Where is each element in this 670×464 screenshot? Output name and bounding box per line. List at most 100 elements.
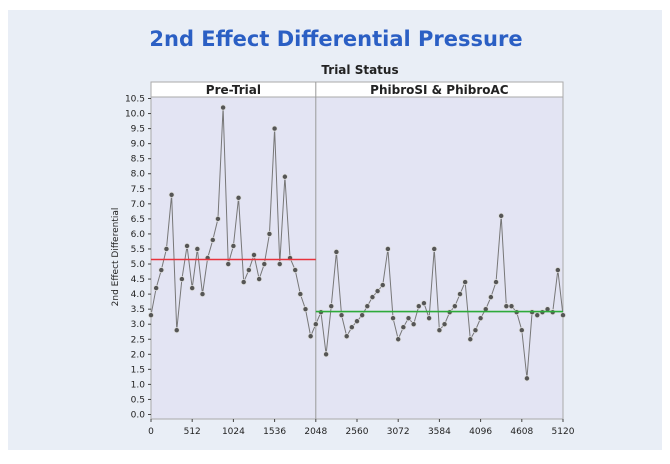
data-point <box>518 327 525 334</box>
group-header <box>150 81 564 98</box>
data-point <box>199 291 206 298</box>
x-tick-label: 0 <box>148 427 154 437</box>
data-point <box>245 267 252 274</box>
data-point <box>302 306 309 313</box>
data-point <box>214 215 221 222</box>
data-point <box>240 279 247 286</box>
data-point <box>390 315 397 322</box>
x-tick-label: 1024 <box>222 427 245 437</box>
data-point <box>230 242 237 249</box>
data-point <box>323 351 330 358</box>
data-point <box>462 279 469 286</box>
y-tick-label: 8.5 <box>131 155 145 165</box>
y-tick-label: 6.0 <box>131 230 146 240</box>
data-point <box>369 294 376 301</box>
data-point <box>235 194 242 201</box>
data-point <box>328 303 335 310</box>
data-point <box>153 285 160 292</box>
data-point <box>256 276 263 283</box>
data-point <box>184 242 191 249</box>
y-tick-label: 5.5 <box>131 245 145 255</box>
data-point <box>312 321 319 328</box>
data-point <box>534 312 541 319</box>
x-tick-label: 4608 <box>510 427 533 437</box>
y-tick-label: 9.5 <box>131 125 145 135</box>
y-tick-label: 7.5 <box>131 185 145 195</box>
y-tick-label: 5.0 <box>131 260 146 270</box>
chart-title: 2nd Effect Differential Pressure <box>149 27 522 51</box>
y-tick-label: 0.5 <box>131 395 145 405</box>
data-point <box>379 282 386 289</box>
data-point <box>395 336 402 343</box>
data-point <box>353 318 360 325</box>
data-point <box>209 236 216 243</box>
x-tick-label: 2048 <box>304 427 327 437</box>
y-tick-label: 8.0 <box>131 170 146 180</box>
data-point <box>400 324 407 331</box>
phase-label: Pre-Trial <box>206 83 261 97</box>
data-point <box>292 267 299 274</box>
y-axis-label: 2nd Effect Differential <box>111 208 121 307</box>
data-point <box>523 375 530 382</box>
data-point <box>441 321 448 328</box>
x-tick-label: 2560 <box>346 427 369 437</box>
data-point <box>307 333 314 340</box>
data-point <box>281 173 288 180</box>
data-point <box>436 327 443 334</box>
x-tick-label: 4096 <box>469 427 492 437</box>
data-point <box>276 261 283 268</box>
x-tick-label: 3072 <box>387 427 410 437</box>
data-point <box>297 291 304 298</box>
data-point <box>250 251 257 258</box>
data-point <box>163 245 170 252</box>
data-point <box>503 303 510 310</box>
data-point <box>364 303 371 310</box>
y-tick-label: 9.0 <box>131 140 146 150</box>
group-title: Trial Status <box>321 63 398 77</box>
y-tick-label: 6.5 <box>131 215 145 225</box>
data-point <box>426 315 433 322</box>
data-point <box>493 279 500 286</box>
data-point <box>456 291 463 298</box>
data-point <box>271 125 278 132</box>
data-point <box>431 245 438 252</box>
data-point <box>266 230 273 237</box>
data-point <box>168 191 175 198</box>
data-point <box>472 327 479 334</box>
y-tick-label: 2.5 <box>131 335 145 345</box>
y-tick-label: 2.0 <box>131 350 146 360</box>
data-point <box>147 312 154 319</box>
data-point <box>384 245 391 252</box>
data-point <box>189 285 196 292</box>
data-point <box>333 248 340 255</box>
data-point <box>451 303 458 310</box>
data-point <box>194 245 201 252</box>
data-point <box>405 315 412 322</box>
y-tick-label: 4.0 <box>131 290 146 300</box>
x-tick-label: 1536 <box>263 427 286 437</box>
data-point <box>220 104 227 111</box>
y-tick-label: 4.5 <box>131 275 145 285</box>
data-point <box>348 324 355 331</box>
phase-label: PhibroSI & PhibroAC <box>370 83 509 97</box>
data-point <box>359 312 366 319</box>
data-point <box>178 276 185 283</box>
data-point <box>338 312 345 319</box>
y-tick-label: 10.5 <box>125 95 145 105</box>
y-tick-label: 3.5 <box>131 305 145 315</box>
data-point <box>554 267 561 274</box>
x-tick-label: 512 <box>184 427 201 437</box>
y-tick-label: 1.5 <box>131 365 145 375</box>
y-tick-label: 7.0 <box>131 200 146 210</box>
data-point <box>415 303 422 310</box>
data-point <box>420 300 427 307</box>
data-point <box>261 261 268 268</box>
data-point <box>477 315 484 322</box>
x-tick-label: 5120 <box>552 427 575 437</box>
x-tick-label: 3584 <box>428 427 451 437</box>
y-tick-label: 1.0 <box>131 380 146 390</box>
data-point <box>410 321 417 328</box>
data-point <box>487 294 494 301</box>
y-tick-label: 0.0 <box>131 410 146 420</box>
